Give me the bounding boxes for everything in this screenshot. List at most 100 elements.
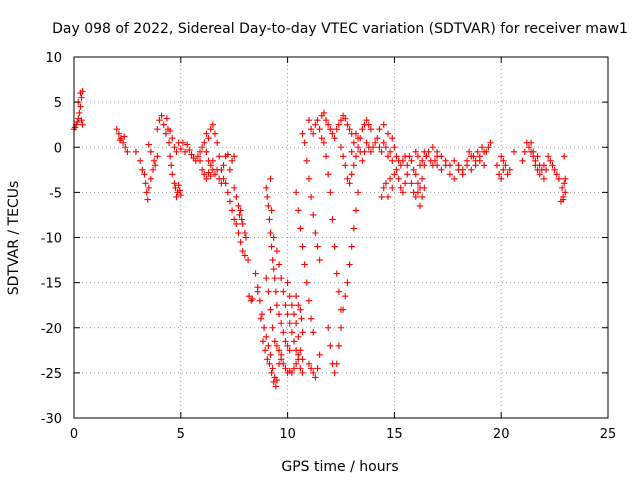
data-point <box>242 234 250 241</box>
data-point <box>224 151 231 158</box>
data-point <box>348 243 355 250</box>
data-point <box>273 342 281 349</box>
data-point <box>327 126 334 133</box>
data-point <box>465 148 473 155</box>
data-point <box>226 166 234 174</box>
data-point <box>307 126 315 133</box>
data-point <box>352 130 360 137</box>
data-point <box>162 130 170 137</box>
data-point <box>337 144 345 151</box>
data-point <box>463 162 471 169</box>
data-point <box>177 145 184 153</box>
data-point <box>169 171 176 178</box>
data-point <box>416 202 424 210</box>
data-point <box>408 180 415 187</box>
data-point <box>209 121 217 128</box>
data-point <box>263 184 270 192</box>
data-point <box>301 261 308 268</box>
data-point <box>224 189 231 196</box>
data-point <box>342 115 349 122</box>
data-point <box>261 347 269 354</box>
data-point <box>324 171 332 178</box>
data-point <box>163 115 171 122</box>
data-point <box>252 270 259 277</box>
data-point <box>333 360 340 368</box>
data-point <box>284 311 291 318</box>
data-point <box>303 157 311 164</box>
data-point <box>389 157 396 164</box>
data-point <box>201 171 208 178</box>
data-point <box>203 175 210 183</box>
data-point <box>292 320 300 327</box>
data-point <box>244 256 252 264</box>
data-point <box>220 175 227 183</box>
data-point <box>305 360 313 368</box>
data-point <box>329 130 336 137</box>
data-point <box>451 175 458 183</box>
data-point <box>378 148 385 155</box>
data-point <box>519 157 526 164</box>
data-point <box>173 148 180 155</box>
data-point <box>312 374 319 381</box>
data-point <box>179 139 187 146</box>
data-point <box>510 148 518 155</box>
data-point <box>322 116 330 124</box>
data-point <box>256 297 264 304</box>
data-point <box>348 148 355 155</box>
data-point <box>316 256 323 264</box>
x-tick-label: 0 <box>70 427 78 442</box>
data-point <box>536 162 543 169</box>
data-point <box>327 342 334 349</box>
data-point <box>352 207 360 214</box>
data-point <box>365 121 372 128</box>
grid-lines <box>74 57 608 418</box>
data-point <box>145 141 152 148</box>
y-tick-label: -25 <box>41 367 62 382</box>
data-point <box>238 216 245 223</box>
data-point <box>395 175 402 183</box>
data-point <box>299 243 306 250</box>
data-point <box>175 181 182 189</box>
data-point <box>269 324 276 331</box>
data-point <box>324 121 332 128</box>
data-point <box>382 144 390 151</box>
data-point <box>241 229 249 237</box>
data-point <box>292 189 300 196</box>
data-point <box>389 135 396 142</box>
data-point <box>525 144 533 151</box>
data-point <box>397 162 405 169</box>
data-point <box>335 121 343 128</box>
data-point <box>500 166 507 174</box>
data-point <box>295 301 302 309</box>
data-point <box>562 189 569 196</box>
data-point <box>292 360 300 368</box>
data-point <box>203 130 210 137</box>
data-point <box>431 157 439 164</box>
data-point <box>207 162 214 169</box>
data-point <box>282 365 289 372</box>
data-point <box>442 162 449 169</box>
data-point <box>342 162 349 169</box>
data-point <box>257 315 265 322</box>
y-axis-label: SDTVAR / TECUs <box>6 181 22 296</box>
data-point <box>288 301 296 309</box>
data-point <box>249 295 256 303</box>
data-point <box>359 157 366 164</box>
data-point <box>275 261 283 268</box>
data-point <box>273 301 281 309</box>
data-point <box>344 279 351 286</box>
data-point <box>318 135 325 142</box>
data-point <box>476 157 484 164</box>
data-point <box>177 191 184 199</box>
data-point <box>280 360 287 368</box>
data-point <box>314 116 321 124</box>
data-point <box>270 265 277 273</box>
data-point <box>171 180 178 187</box>
data-point <box>536 171 543 178</box>
data-point <box>472 162 479 169</box>
data-point <box>329 216 336 223</box>
data-point <box>530 148 537 155</box>
data-point <box>156 116 163 124</box>
data-point <box>272 288 280 295</box>
data-point <box>532 157 539 164</box>
